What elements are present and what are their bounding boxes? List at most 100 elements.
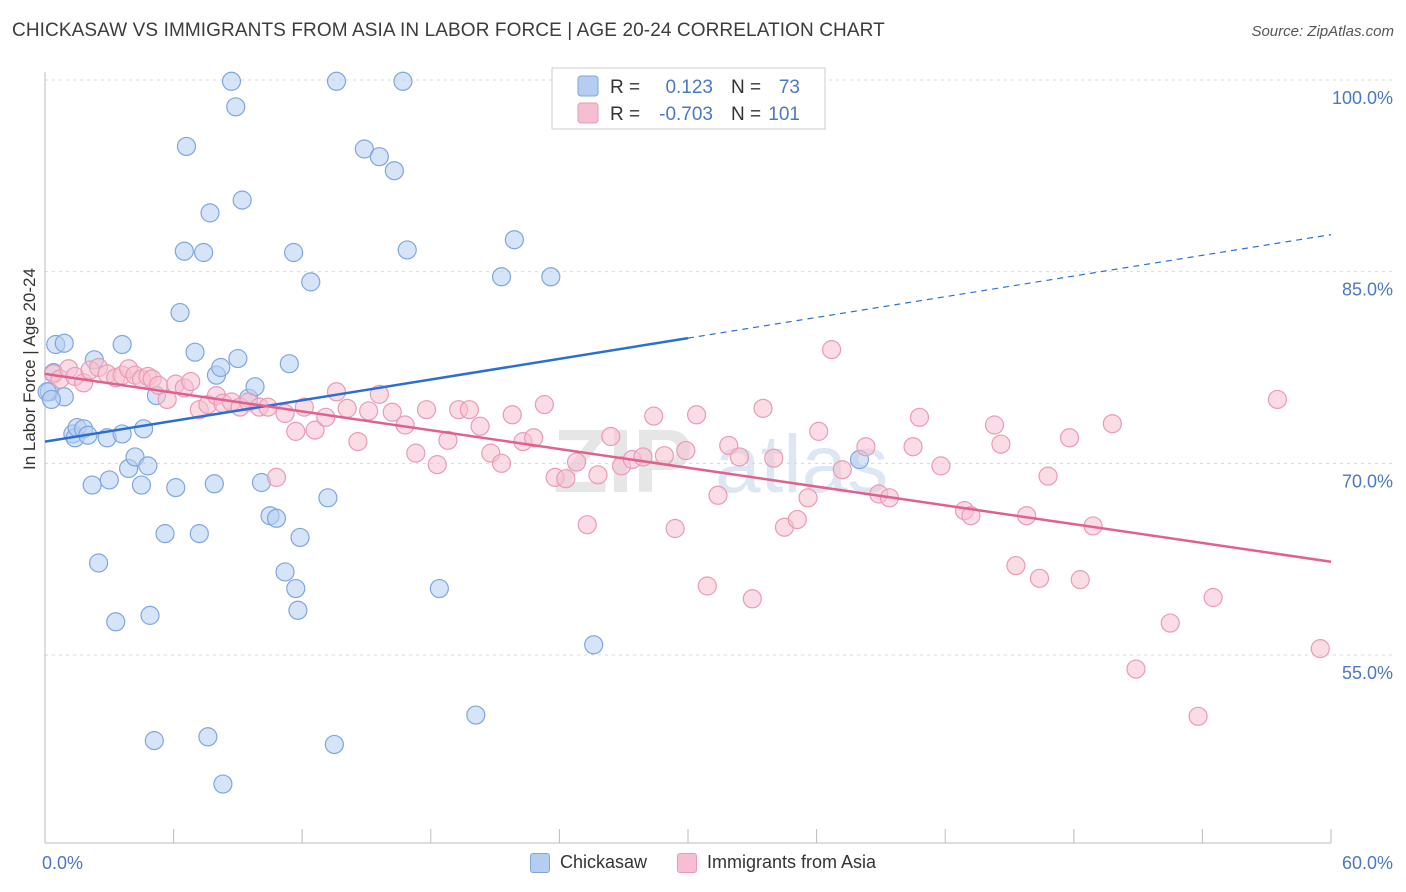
asia-point-99	[1102, 414, 1122, 434]
chickasaw-point-27	[166, 478, 186, 498]
chickasaw-point-53	[288, 600, 308, 620]
chickasaw-point-69	[584, 635, 604, 655]
chickasaw-point-65	[466, 705, 486, 725]
asia-point-56	[556, 469, 576, 489]
chickasaw-point-24	[144, 731, 164, 751]
stats-n-value-asia: 101	[768, 104, 800, 125]
asia-point-81	[832, 460, 852, 480]
asia-point-79	[809, 421, 829, 441]
legend-label-chickasaw: Chickasaw	[559, 852, 647, 872]
legend-item-chickasaw: Chickasaw	[529, 852, 647, 873]
asia-point-69	[697, 576, 717, 596]
legend-item-asia: Immigrants from Asia	[676, 852, 876, 873]
chickasaw-point-59	[354, 139, 374, 159]
asia-point-50	[491, 453, 512, 473]
stats-n-value-chickasaw: 73	[779, 77, 800, 98]
chickasaw-point-62	[393, 71, 413, 91]
chickasaw-point-32	[189, 524, 209, 544]
asia-point-66	[665, 518, 685, 539]
chickasaw-point-36	[204, 474, 224, 494]
asia-point-47	[459, 400, 479, 420]
asia-point-77	[787, 509, 807, 530]
y-axis-label: In Labor Force | Age 20-24	[20, 268, 39, 470]
trend-lines	[44, 234, 1332, 563]
chickasaw-point-21	[133, 419, 154, 439]
asia-point-59	[588, 465, 608, 485]
chickasaw-point-39	[213, 774, 233, 794]
chickasaw-point-34	[198, 727, 218, 747]
chickasaw-point-2	[54, 333, 74, 353]
asia-point-54	[534, 394, 554, 415]
asia-point-72	[729, 447, 750, 467]
chickasaw-point-66	[491, 267, 512, 287]
chickasaw-point-20	[131, 475, 152, 495]
asia-point-91	[991, 434, 1011, 454]
asia-point-64	[644, 406, 664, 426]
chickasaw-point-30	[176, 136, 197, 157]
asia-point-44	[427, 455, 447, 475]
asia-point-102	[1188, 706, 1208, 726]
asia-point-19	[181, 371, 201, 392]
y-tick-label-0: 100.0%	[1332, 88, 1393, 108]
chickasaw-point-60	[369, 147, 389, 167]
chickasaw-point-26	[155, 524, 175, 544]
asia-point-89	[961, 506, 981, 526]
chickasaw-point-54	[290, 527, 310, 548]
bottom-legend: Chickasaw Immigrants from Asia	[0, 852, 1406, 873]
asia-point-90	[984, 415, 1005, 435]
asia-point-53	[524, 428, 544, 448]
chickasaw-point-68	[541, 267, 561, 287]
chickasaw-point-31	[185, 342, 205, 362]
asia-point-95	[1038, 466, 1058, 486]
chickasaw-points	[37, 71, 870, 794]
asia-point-100	[1126, 659, 1146, 679]
asia-point-36	[337, 398, 357, 418]
chickasaw-point-15	[106, 612, 126, 632]
asia-point-74	[753, 398, 773, 418]
chickasaw-point-63	[397, 240, 417, 260]
stats-legend-swatch-chickasaw	[577, 75, 599, 97]
axes	[44, 72, 1332, 844]
chickasaw-point-67	[504, 230, 524, 250]
asia-point-78	[798, 488, 818, 508]
stats-legend-swatch-asia	[577, 102, 599, 124]
chickasaw-trend-line	[44, 336, 689, 443]
asia-point-101	[1160, 613, 1180, 633]
chickasaw-point-72	[41, 389, 62, 410]
chickasaw-point-38	[211, 357, 231, 378]
chickasaw-point-55	[301, 272, 321, 292]
chickasaw-point-29	[174, 241, 194, 261]
chickasaw-point-48	[266, 508, 287, 528]
tick-labels: 100.0% 85.0% 70.0% 55.0% 0.0% 60.0%	[42, 88, 1393, 873]
asia-point-80	[822, 340, 842, 360]
chickasaw-point-52	[286, 578, 306, 599]
asia-point-94	[1029, 568, 1050, 588]
chickasaw-point-64	[429, 578, 449, 599]
chickasaw-point-35	[200, 203, 220, 223]
asia-point-48	[470, 416, 490, 436]
asia-point-92	[1006, 555, 1026, 576]
chickasaw-trend-line-extension	[687, 234, 1332, 339]
chickasaw-point-28	[170, 302, 190, 323]
stats-legend: R = 0.123 N = 73 R = -0.703 N = 101	[551, 67, 826, 130]
asia-point-35	[326, 382, 347, 402]
asia-point-29	[266, 467, 287, 487]
asia-point-96	[1059, 428, 1080, 448]
asia-point-75	[764, 448, 784, 468]
asia-point-65	[654, 446, 675, 466]
asia-point-86	[909, 407, 930, 427]
asia-point-57	[566, 452, 587, 472]
y-tick-label-1: 85.0%	[1342, 280, 1393, 300]
asia-point-16	[157, 389, 177, 410]
stats-n-label-asia: N =	[731, 104, 761, 125]
chickasaw-point-61	[384, 161, 404, 181]
asia-point-34	[316, 407, 336, 427]
asia-point-43	[416, 400, 437, 420]
legend-swatch-asia	[676, 852, 697, 873]
chickasaw-point-41	[226, 97, 246, 117]
gridlines	[45, 79, 1392, 656]
y-tick-label-2: 70.0%	[1342, 471, 1393, 491]
asia-point-104	[1267, 389, 1288, 410]
chickasaw-point-56	[318, 488, 338, 508]
